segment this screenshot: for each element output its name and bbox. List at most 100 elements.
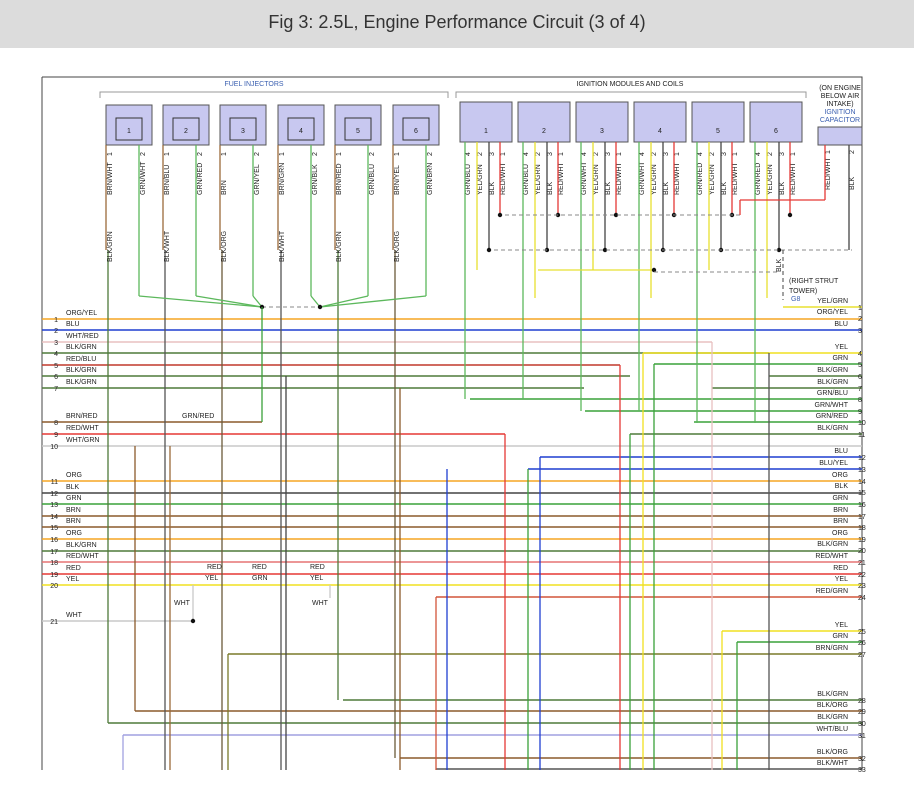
label: IGNITION: [824, 109, 855, 116]
wire-label: YEL/GRN: [709, 164, 716, 195]
wire-label: BLK/GRN: [107, 231, 114, 262]
label: 17: [50, 549, 58, 556]
label: 14: [858, 479, 866, 486]
splice: [602, 247, 608, 253]
wire-label: GRN/RED: [755, 163, 762, 195]
label: BLU: [834, 448, 848, 455]
label: 11: [858, 432, 865, 439]
label: 18: [50, 560, 58, 567]
wire: [195, 295, 263, 308]
pin-number: 1: [790, 152, 797, 156]
label: BLK/GRN: [66, 379, 97, 386]
label: 5: [54, 363, 58, 370]
splice: [613, 212, 619, 218]
wire-label: BLK: [721, 181, 728, 195]
pin-number: 2: [140, 152, 147, 156]
label: 31: [858, 733, 866, 740]
label: ORG: [832, 472, 848, 479]
label: 3: [858, 328, 862, 335]
wiring-diagram: FUEL INJECTORS IGNITION MODULES AND COILS…: [41, 76, 866, 774]
label: 3: [600, 128, 604, 135]
pin-number: 2: [849, 150, 856, 154]
label: ORG: [832, 530, 848, 537]
label: GRN/RED: [182, 413, 214, 420]
wire-label: RED/WHT: [825, 157, 832, 190]
wire: [138, 295, 263, 308]
label: GRN/RED: [816, 413, 848, 420]
wire-label: BLK/WHT: [279, 230, 286, 262]
label: 20: [50, 583, 58, 590]
label: BLK/ORG: [817, 702, 848, 709]
label: 28: [858, 698, 866, 705]
label: BELOW AIR: [821, 93, 860, 100]
injector: [334, 104, 382, 146]
pin-number: 3: [489, 152, 496, 156]
injector-coil: [115, 117, 143, 141]
wire-label: BRN/RED: [336, 163, 343, 195]
pin-number: 2: [254, 152, 261, 156]
injector-coil: [229, 117, 257, 141]
label: 19: [50, 572, 58, 579]
wire-label: BRN/GRN: [279, 163, 286, 195]
label: INTAKE): [826, 101, 853, 108]
pin-number: 2: [477, 152, 484, 156]
wire-label: GRN/BRN: [427, 163, 434, 195]
pin-number: 1: [558, 152, 565, 156]
pin-number: 2: [427, 152, 434, 156]
label: GRN/BLU: [817, 390, 848, 397]
label: 15: [858, 490, 866, 497]
label: 2: [542, 128, 546, 135]
label: 27: [858, 652, 866, 659]
wire-label: BLK/ORG: [221, 231, 228, 262]
wire-label: GRN/BLU: [523, 164, 530, 195]
splice: [190, 618, 196, 624]
ignition-module: [517, 101, 571, 143]
label: 19: [858, 537, 866, 544]
label: 8: [54, 420, 58, 427]
label: 1: [858, 305, 862, 312]
label: 1: [54, 317, 58, 324]
splice: [497, 212, 503, 218]
ignition-module: [691, 101, 745, 143]
wire-label: GRN/WHT: [639, 161, 646, 195]
label: 6: [774, 128, 778, 135]
label: BLK/GRN: [66, 542, 97, 549]
label: 30: [858, 721, 866, 728]
wire-label: RED/WHT: [790, 162, 797, 195]
pin-number: 2: [535, 152, 542, 156]
label: WHT/RED: [66, 333, 99, 340]
label: 8: [858, 397, 862, 404]
label: G8: [791, 296, 800, 303]
ignition-module: [749, 101, 803, 143]
label: YEL: [66, 576, 79, 583]
label: 9: [54, 432, 58, 439]
label: BRN/RED: [66, 413, 98, 420]
pin-number: 3: [721, 152, 728, 156]
wire-label: YEL/GRN: [767, 164, 774, 195]
pin-number: 1: [825, 150, 832, 154]
ignition-module: [575, 101, 629, 143]
label: 22: [858, 572, 866, 579]
label: WHT: [174, 600, 191, 607]
label: 13: [858, 467, 866, 474]
label: 14: [50, 514, 58, 521]
label: ORG/YEL: [66, 310, 97, 317]
pin-number: 1: [107, 152, 114, 156]
label: 12: [50, 491, 58, 498]
label: BLK/GRN: [66, 367, 97, 374]
label: YEL: [205, 575, 218, 582]
label: YEL: [310, 575, 323, 582]
label: BRN: [833, 507, 848, 514]
pin-number: 4: [697, 152, 704, 156]
label: 2: [54, 328, 58, 335]
label: ORG: [66, 530, 82, 537]
pin-number: 1: [164, 152, 171, 156]
label: WHT: [66, 612, 83, 619]
injector-coil: [287, 117, 315, 141]
label: 4: [54, 351, 58, 358]
wire-label: YEL/GRN: [593, 164, 600, 195]
label: RED/GRN: [816, 588, 848, 595]
label: WHT/BLU: [817, 726, 849, 733]
pin-number: 3: [779, 152, 786, 156]
label: BLK/GRN: [817, 714, 848, 721]
